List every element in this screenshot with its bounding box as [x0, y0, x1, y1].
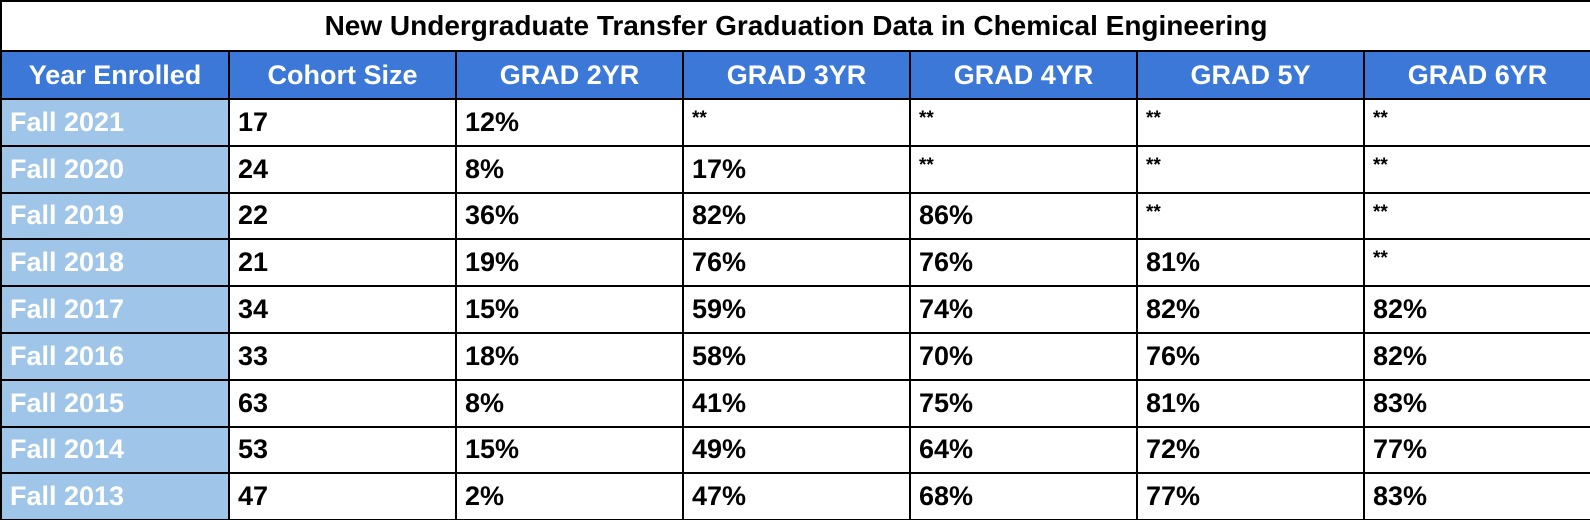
- table-cell: 82%: [1362, 331, 1590, 381]
- table-cell: 64%: [909, 425, 1138, 475]
- table-cell: 74%: [909, 285, 1138, 334]
- table-cell: 12%: [455, 98, 684, 147]
- table-cell: 47: [228, 472, 457, 520]
- table-cell: 82%: [1136, 285, 1365, 334]
- table-cell: 81%: [1136, 238, 1365, 288]
- table-cell: 76%: [1136, 331, 1365, 381]
- table-cell: 41%: [682, 378, 911, 428]
- table-cell: 68%: [909, 472, 1138, 520]
- row-header: Fall 2013: [0, 472, 230, 520]
- table-cell: 81%: [1136, 378, 1365, 428]
- table-cell: 82%: [1362, 285, 1590, 334]
- column-header: GRAD 2YR: [455, 50, 684, 100]
- table-cell: 15%: [455, 285, 684, 334]
- table-cell: 49%: [682, 425, 911, 475]
- table-cell: 76%: [682, 238, 911, 288]
- row-header: Fall 2020: [0, 144, 230, 194]
- table-cell: 17%: [682, 144, 911, 194]
- column-header: Year Enrolled: [0, 50, 230, 100]
- table-cell: 83%: [1362, 472, 1590, 520]
- table-cell: 34: [228, 285, 457, 334]
- table-cell: **: [909, 98, 1138, 147]
- table-cell: **: [1362, 144, 1590, 194]
- row-header: Fall 2017: [0, 285, 230, 334]
- table-title: New Undergraduate Transfer Graduation Da…: [0, 0, 1590, 52]
- table-cell: 33: [228, 331, 457, 381]
- table-cell: 21: [228, 238, 457, 288]
- column-header: GRAD 6YR: [1362, 50, 1590, 100]
- table-cell: 18%: [455, 331, 684, 381]
- table-cell: **: [1362, 238, 1590, 288]
- table-cell: **: [909, 144, 1138, 194]
- data-row: Fall 2019 22 36% 82% 86% ** **: [0, 191, 1590, 241]
- table-cell: 83%: [1362, 378, 1590, 428]
- data-row: Fall 2015 63 8% 41% 75% 81% 83%: [0, 378, 1590, 428]
- table-cell: 22: [228, 191, 457, 241]
- table-cell: 77%: [1362, 425, 1590, 475]
- data-row: Fall 2014 53 15% 49% 64% 72% 77%: [0, 425, 1590, 475]
- header-row: Year Enrolled Cohort Size GRAD 2YR GRAD 3YR…: [0, 50, 1590, 100]
- data-row: Fall 2013 47 2% 47% 68% 77% 83%: [0, 472, 1590, 520]
- column-header: GRAD 4YR: [909, 50, 1138, 100]
- table-cell: **: [1136, 144, 1365, 194]
- table-cell: **: [1136, 98, 1365, 147]
- table-cell: 72%: [1136, 425, 1365, 475]
- data-row: Fall 2021 17 12% ** ** ** **: [0, 98, 1590, 147]
- table-cell: **: [682, 98, 911, 147]
- column-header: Cohort Size: [228, 50, 457, 100]
- table-cell: 8%: [455, 378, 684, 428]
- table-cell: **: [1362, 191, 1590, 241]
- data-row: Fall 2018 21 19% 76% 76% 81% **: [0, 238, 1590, 288]
- table-cell: 63: [228, 378, 457, 428]
- table-cell: **: [1136, 191, 1365, 241]
- table-cell: 15%: [455, 425, 684, 475]
- row-header: Fall 2014: [0, 425, 230, 475]
- data-row: Fall 2017 34 15% 59% 74% 82% 82%: [0, 285, 1590, 334]
- data-row: Fall 2016 33 18% 58% 70% 76% 82%: [0, 331, 1590, 381]
- table-cell: 82%: [682, 191, 911, 241]
- title-row: New Undergraduate Transfer Graduation Da…: [0, 0, 1590, 52]
- table-cell: 36%: [455, 191, 684, 241]
- table-cell: 53: [228, 425, 457, 475]
- row-header: Fall 2016: [0, 331, 230, 381]
- data-row: Fall 2020 24 8% 17% ** ** **: [0, 144, 1590, 194]
- row-header: Fall 2019: [0, 191, 230, 241]
- table-cell: **: [1362, 98, 1590, 147]
- table-cell: 59%: [682, 285, 911, 334]
- table-cell: 70%: [909, 331, 1138, 381]
- table-cell: 17: [228, 98, 457, 147]
- table-cell: 76%: [909, 238, 1138, 288]
- table-cell: 75%: [909, 378, 1138, 428]
- table-cell: 77%: [1136, 472, 1365, 520]
- table-cell: 19%: [455, 238, 684, 288]
- column-header: GRAD 5Y: [1136, 50, 1365, 100]
- table-cell: 2%: [455, 472, 684, 520]
- table-cell: 47%: [682, 472, 911, 520]
- table-cell: 86%: [909, 191, 1138, 241]
- row-header: Fall 2018: [0, 238, 230, 288]
- table-cell: 24: [228, 144, 457, 194]
- table-cell: 58%: [682, 331, 911, 381]
- table-cell: 8%: [455, 144, 684, 194]
- column-header: GRAD 3YR: [682, 50, 911, 100]
- row-header: Fall 2021: [0, 98, 230, 147]
- row-header: Fall 2015: [0, 378, 230, 428]
